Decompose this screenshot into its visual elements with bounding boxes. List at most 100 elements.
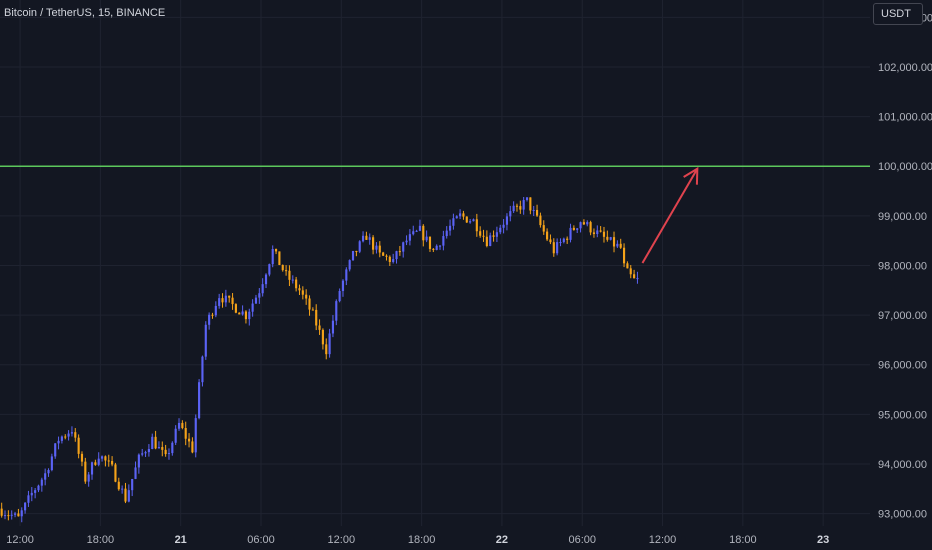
candle-body (556, 242, 559, 254)
candle-body (3, 515, 7, 517)
candle-body (214, 305, 217, 316)
candle-body (612, 237, 616, 247)
candle-body (378, 245, 381, 253)
candle-body (398, 251, 401, 253)
candle-body (489, 235, 492, 247)
candle-body (452, 218, 455, 226)
candle-body (211, 314, 214, 316)
candle-body (582, 222, 585, 225)
x-tick-label: 18:00 (87, 534, 115, 546)
candle-body (522, 200, 525, 210)
candle-body (405, 240, 408, 243)
candle-body (455, 216, 458, 219)
candle-body (385, 255, 388, 257)
candle-body (358, 241, 361, 252)
candle-body (325, 344, 328, 355)
candle-body (382, 252, 385, 256)
y-tick-label: 97,000.00 (878, 310, 927, 322)
candle-body (569, 227, 572, 240)
price-axis: 93,000.00 94,000.00 95,000.00 96,000.00 97,0… (878, 12, 932, 520)
candle-body (241, 311, 244, 315)
time-axis: 12:00 18:00 21 06:00 12:00 18:00 22 06:00 12:00 1… (6, 534, 829, 546)
candle-body (482, 235, 485, 237)
candle-body (238, 312, 241, 315)
y-tick-label: 98,000.00 (878, 260, 927, 272)
candle-body (204, 324, 207, 357)
candle-body (619, 243, 622, 248)
candle-body (114, 464, 117, 482)
candle-body (512, 205, 515, 212)
candle-body (0, 508, 3, 516)
candle-body (131, 478, 134, 491)
y-tick-label: 95,000.00 (878, 409, 927, 421)
candle-body (361, 235, 365, 242)
candle-body (535, 209, 539, 216)
candle-body (194, 418, 197, 453)
candle-body (606, 236, 609, 240)
candle-body (10, 514, 13, 516)
candle-body (425, 236, 428, 241)
candle-body (117, 481, 120, 490)
candle-body (50, 456, 53, 471)
candle-body (402, 242, 405, 252)
y-tick-label: 94,000.00 (878, 459, 927, 471)
candle-body (285, 270, 288, 272)
y-tick-label: 101,000.00 (878, 112, 932, 124)
candle-body (221, 298, 224, 303)
candle-body (234, 304, 237, 313)
candle-body (552, 242, 555, 254)
candle-body (602, 231, 606, 237)
candle-body (435, 245, 438, 250)
candle-body (298, 288, 301, 291)
candle-body (218, 298, 221, 306)
candle-body (201, 356, 204, 383)
candle-body (539, 215, 542, 226)
candle-body (100, 456, 104, 459)
candle-body (622, 247, 626, 264)
candle-body (174, 428, 177, 443)
candle-body (80, 453, 84, 462)
candle-body (104, 456, 107, 461)
candle-body (596, 230, 599, 235)
candle-body (586, 222, 589, 225)
candle-body (274, 248, 278, 252)
candle-body (187, 438, 191, 442)
y-tick-label: 93,000.00 (878, 509, 927, 521)
candle-body (154, 436, 157, 449)
chart-annotations (0, 165, 870, 264)
candle-body (475, 219, 478, 232)
candle-body (626, 263, 629, 269)
candle-body (107, 460, 110, 462)
candle-body (141, 453, 144, 455)
candle-body (121, 488, 124, 490)
candle-body (54, 443, 57, 457)
candle-body (445, 230, 448, 237)
currency-button[interactable]: USDT (873, 3, 923, 25)
candle-body (134, 467, 137, 479)
candle-body (311, 309, 314, 311)
candle-body (47, 470, 50, 474)
y-tick-label: 100,000.00 (878, 161, 932, 173)
candle-body (224, 295, 227, 303)
candle-body (13, 513, 17, 515)
candle-body (94, 462, 97, 465)
candle-body (44, 473, 47, 480)
candle-body (546, 231, 549, 240)
x-tick-label: 22 (496, 534, 508, 546)
candle-body (549, 239, 552, 243)
candle-body (331, 320, 335, 334)
candle-body (40, 479, 43, 486)
candle-body (529, 197, 532, 211)
candle-body (562, 238, 565, 243)
candle-body (87, 474, 90, 482)
candle-body (599, 230, 602, 232)
candle-body (271, 248, 274, 265)
candle-body (291, 279, 294, 281)
candle-body (338, 291, 341, 302)
candle-body (351, 250, 355, 261)
candle-body (308, 298, 311, 310)
candle-body (318, 325, 321, 330)
candle-body (127, 490, 130, 502)
candle-body (472, 219, 475, 222)
